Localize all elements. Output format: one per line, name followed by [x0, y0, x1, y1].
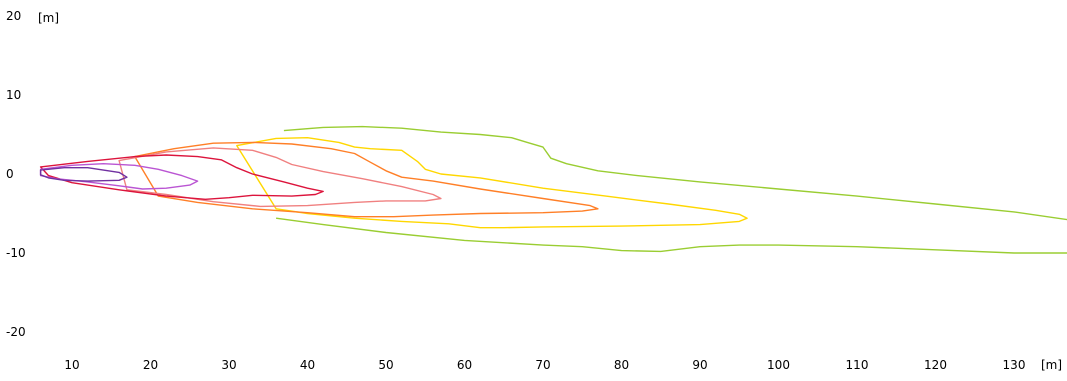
contour-line-8 [39, 166, 128, 182]
contour-line-5 [118, 147, 442, 208]
y-tick-label: -10 [6, 246, 26, 260]
contour-line-3 [236, 136, 748, 229]
contour-line-4 [134, 141, 599, 218]
y-tick-label: 20 [6, 9, 21, 23]
x-tick-label: 50 [378, 358, 393, 372]
y-tick-label: 10 [6, 88, 21, 102]
x-tick-label: 10 [64, 358, 79, 372]
contour-line-1 [283, 125, 1067, 221]
x-tick-label: 40 [300, 358, 315, 372]
x-tick-label: 70 [535, 358, 550, 372]
x-tick-label: 20 [143, 358, 158, 372]
x-tick-label: 120 [924, 358, 947, 372]
x-axis-label: [m] [1041, 358, 1062, 372]
x-tick-label: 100 [767, 358, 790, 372]
x-tick-label: 60 [457, 358, 472, 372]
contour-lines [39, 125, 1067, 254]
contour-line-6 [39, 154, 324, 201]
x-tick-label: 90 [692, 358, 707, 372]
contour-line-2 [276, 217, 1067, 254]
y-axis-tick-labels: 20 10 0 -10 -20 [6, 9, 26, 339]
x-axis-tick-labels: 10 20 30 40 50 60 70 80 90 100 110 120 130 [64, 358, 1025, 372]
y-tick-label: -20 [6, 325, 26, 339]
x-tick-label: 130 [1003, 358, 1026, 372]
x-tick-label: 110 [846, 358, 869, 372]
y-tick-label: 0 [6, 167, 14, 181]
x-tick-label: 80 [614, 358, 629, 372]
y-axis-label: [m] [38, 11, 59, 25]
x-tick-label: 30 [221, 358, 236, 372]
